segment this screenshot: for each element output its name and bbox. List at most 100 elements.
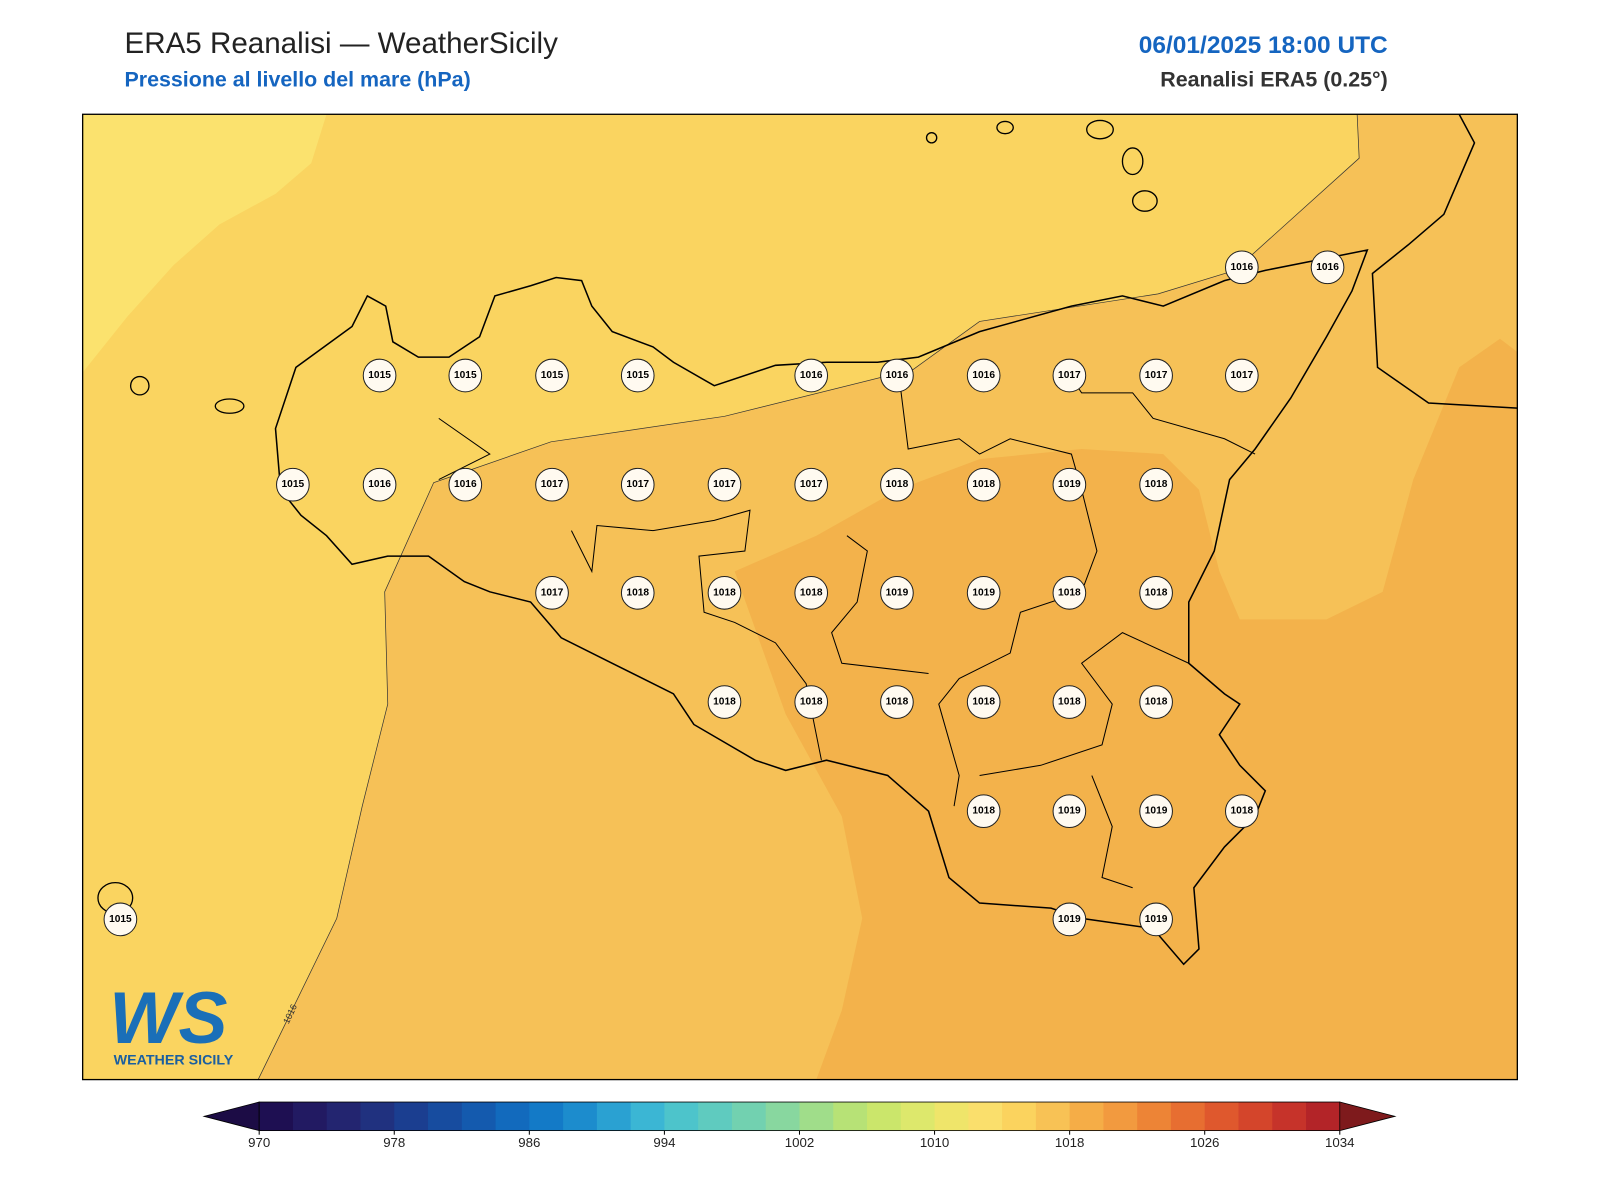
station: 1017 [707, 467, 742, 502]
colorbar-over [1339, 1101, 1397, 1132]
station: 1018 [1224, 794, 1259, 829]
station: 1019 [1052, 467, 1087, 502]
station-marker [794, 358, 829, 393]
station: 1016 [794, 358, 829, 393]
station-marker [103, 902, 138, 937]
station-value: 1019 [1145, 806, 1168, 817]
station-value: 1019 [1145, 914, 1168, 925]
station-value: 1018 [800, 587, 823, 598]
station-value: 1015 [454, 370, 477, 381]
station: 1015 [276, 467, 310, 502]
calabria-coast [1371, 114, 1518, 409]
station-value: 1018 [1145, 587, 1168, 598]
station: 1017 [1139, 358, 1173, 393]
colorbar-swatch [765, 1102, 800, 1131]
station: 1017 [794, 467, 829, 502]
colorbar-swatch [867, 1102, 902, 1131]
station: 1018 [794, 685, 829, 719]
station-marker [1052, 576, 1087, 610]
station: 1015 [448, 358, 483, 393]
colorbar-tick-label: 1034 [1325, 1135, 1354, 1150]
province-borders [438, 367, 1256, 889]
station: 1018 [707, 685, 742, 719]
station-marker [620, 467, 655, 502]
coastline [274, 248, 1369, 966]
station-marker [966, 358, 1001, 393]
station: 1015 [620, 358, 655, 393]
station-marker [1052, 794, 1087, 829]
colorbar-swatch [461, 1102, 497, 1131]
station: 1019 [966, 576, 1001, 610]
source: Reanalisi ERA5 (0.25°) [1160, 68, 1387, 92]
colorbar-swatch [1170, 1102, 1206, 1131]
station-marker [362, 467, 397, 502]
station-value: 1018 [1145, 697, 1168, 708]
colorbar-swatch [698, 1102, 733, 1131]
station-value: 1019 [1058, 914, 1081, 925]
station-value: 1015 [368, 370, 391, 381]
colorbar-swatch [259, 1102, 294, 1131]
colorbar-swatch [833, 1102, 868, 1131]
station-value: 1017 [541, 587, 564, 598]
colorbar-swatch [394, 1102, 429, 1131]
station-value: 1015 [626, 370, 649, 381]
colorbar-swatch [563, 1102, 598, 1131]
colorbar-swatch [292, 1102, 328, 1131]
station: 1019 [1139, 794, 1173, 829]
station: 1018 [966, 685, 1001, 719]
station-value: 1017 [1058, 370, 1081, 381]
colorbar-swatch [1238, 1102, 1273, 1131]
station-value: 1018 [1058, 587, 1081, 598]
station-value: 1018 [713, 697, 736, 708]
station: 1018 [794, 576, 829, 610]
station-value: 1016 [1230, 262, 1253, 273]
station: 1018 [1139, 685, 1173, 719]
station-marker [794, 467, 829, 502]
station-value: 1017 [1145, 370, 1168, 381]
station: 1017 [620, 467, 655, 502]
colorbar-tick-label: 978 [383, 1135, 405, 1150]
station: 1019 [1052, 794, 1087, 829]
colorbar-tick-label: 1026 [1190, 1135, 1219, 1150]
colorbar-swatch [1272, 1102, 1307, 1131]
station-marker [794, 576, 829, 610]
colorbar-swatch [934, 1102, 969, 1131]
station: 1018 [620, 576, 655, 610]
field-1018 [734, 338, 1518, 1080]
colorbar-swatch [428, 1102, 463, 1131]
map: 1016 1016 1016 1015 1015 1015 1015 1016 1016 101… [82, 114, 1518, 1080]
station-value: 1017 [626, 479, 649, 490]
station-marker [1139, 902, 1173, 937]
station-value: 1015 [282, 479, 305, 490]
colorbar-swatch [1002, 1102, 1037, 1131]
station: 1018 [1052, 576, 1087, 610]
station-marker [966, 685, 1001, 719]
station-marker [707, 576, 742, 610]
station-value: 1016 [972, 370, 995, 381]
station: 1018 [1052, 685, 1087, 719]
station: 1016 [1224, 250, 1259, 285]
datetime: 06/01/2025 18:00 UTC [1139, 32, 1388, 59]
station-marker [1224, 794, 1259, 829]
field-1015 [82, 114, 327, 373]
station-value: 1018 [886, 697, 909, 708]
station-marker [1052, 358, 1087, 393]
station-marker [794, 685, 829, 719]
colorbar-swatch [968, 1102, 1003, 1131]
station-marker [1224, 250, 1259, 285]
station-marker [448, 358, 483, 393]
station-value: 1018 [972, 479, 995, 490]
station-marker [880, 467, 914, 502]
station: 1015 [103, 902, 138, 937]
station-marker [1052, 467, 1087, 502]
station: 1018 [966, 794, 1001, 829]
map-frame [81, 113, 1518, 1081]
station: 1015 [535, 358, 569, 393]
station: 1018 [966, 467, 1001, 502]
station-marker [966, 467, 1001, 502]
station: 1017 [535, 467, 569, 502]
colorbar-swatch [1035, 1102, 1071, 1131]
colorbar-tick-label: 970 [248, 1135, 270, 1150]
colorbar-tick-label: 986 [518, 1135, 540, 1150]
